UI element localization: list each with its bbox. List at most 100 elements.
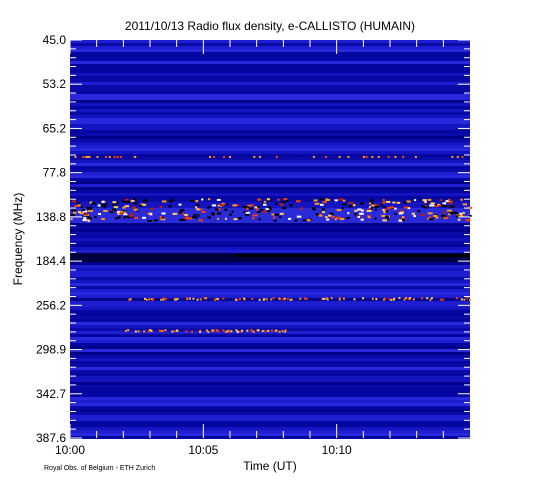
emission-dot-band-138	[262, 210, 267, 213]
emission-dot-band-138	[117, 212, 122, 215]
emission-dot-band-138	[194, 206, 198, 209]
emission-dot-band-138	[430, 202, 435, 205]
y-tick-label: 342.7	[36, 387, 66, 401]
emission-dot-band-138	[257, 198, 261, 201]
emission-dot-256	[289, 298, 292, 301]
spectrogram-row	[70, 52, 470, 55]
spectrogram-row	[70, 181, 470, 184]
emission-dot-band-138	[195, 216, 198, 219]
emission-dot-band-138	[279, 212, 284, 215]
emission-dot-77	[85, 156, 88, 158]
emission-dot-band-138	[296, 215, 302, 218]
emission-dot-band-138	[220, 203, 225, 206]
spectrogram-row	[70, 64, 470, 67]
emission-dot-256	[222, 297, 225, 300]
emission-dot-band-138	[401, 216, 405, 219]
emission-dot-256	[283, 297, 286, 300]
emission-dot-band-138	[339, 218, 345, 221]
emission-dot-77	[275, 156, 278, 158]
x-axis: 10:00 10:05 10:10	[55, 40, 444, 457]
emission-dot-band-138	[181, 218, 186, 221]
emission-dot-77	[324, 156, 327, 158]
emission-dot-band-138	[448, 213, 452, 216]
emission-dot-band-138	[123, 216, 126, 219]
spectrogram-row	[70, 214, 470, 217]
emission-dot-256	[338, 297, 341, 300]
emission-dot-band-138	[382, 201, 386, 204]
emission-dot-band-138	[216, 198, 221, 201]
emission-dot-77	[119, 156, 122, 158]
spectrogram-row	[70, 250, 470, 253]
spectrogram-row	[70, 100, 470, 103]
emission-dot-band-138	[366, 209, 372, 212]
emission-dot-band-138	[70, 218, 73, 221]
emission-dot-band-138	[190, 200, 195, 203]
emission-dot-77	[338, 156, 341, 158]
emission-dot-band-138	[388, 215, 391, 218]
emission-dot-280	[185, 330, 188, 333]
emission-dot-band-138	[322, 201, 328, 204]
spectrogram-row	[70, 46, 470, 49]
emission-dot-77	[258, 156, 261, 158]
emission-dot-band-138	[374, 205, 379, 208]
emission-dot-band-138	[195, 200, 199, 203]
emission-dot-280	[278, 330, 281, 333]
emission-dot-280	[217, 330, 220, 333]
emission-dot-band-138	[403, 201, 407, 204]
emission-dot-band-138	[147, 219, 152, 222]
emission-dot-band-138	[159, 205, 163, 208]
emission-dot-band-138	[255, 208, 259, 211]
emission-dot-band-138	[354, 209, 358, 212]
emission-dot-77	[104, 156, 107, 158]
emission-dot-band-138	[271, 213, 275, 216]
spectrogram-row	[70, 157, 470, 160]
spectrogram-row	[70, 298, 470, 301]
emission-dot-band-138	[371, 204, 377, 207]
emission-dot-band-138	[407, 207, 411, 210]
emission-dot-band-138	[233, 218, 238, 221]
spectrogram-row	[70, 73, 470, 76]
emission-dot-256	[429, 298, 432, 301]
emission-dot-band-138	[88, 209, 93, 212]
spectrogram-row	[70, 364, 470, 367]
emission-dot-band-138	[133, 208, 138, 211]
spectrogram-row	[70, 271, 470, 274]
emission-dot-77	[96, 156, 99, 158]
emission-dot-band-138	[259, 208, 264, 211]
spectrogram-row	[70, 346, 470, 349]
spectrogram-row	[70, 274, 470, 277]
emission-dot-band-138	[221, 202, 225, 205]
emission-dot-band-138	[211, 204, 217, 207]
emission-dot-256	[213, 298, 216, 301]
emission-dot-280	[224, 330, 227, 333]
emission-dot-256	[321, 297, 324, 300]
spectrogram-row	[70, 136, 470, 139]
emission-dot-band-138	[267, 210, 271, 213]
emission-dot-band-138	[225, 203, 229, 206]
emission-dot-band-138	[398, 212, 403, 215]
emission-dot-256	[412, 298, 415, 301]
emission-dot-band-138	[94, 216, 97, 219]
emission-dot-band-138	[229, 213, 232, 216]
spectrogram-row	[70, 337, 470, 340]
spectrogram-row	[70, 424, 470, 427]
emission-dot-band-138	[435, 203, 438, 206]
spectrogram-row	[70, 394, 470, 397]
emission-dot-77	[134, 156, 137, 158]
emission-dot-256	[175, 298, 178, 301]
emission-dot-band-138	[381, 201, 384, 204]
spectrogram-row	[70, 304, 470, 307]
emission-dot-band-138	[98, 213, 102, 216]
emission-dot-band-138	[256, 211, 261, 214]
spectrogram-row	[70, 178, 470, 181]
spectrogram-row	[70, 196, 470, 199]
emission-dot-band-138	[383, 208, 387, 211]
emission-dot-280	[125, 329, 128, 332]
emission-dot-band-138	[460, 198, 463, 201]
emission-dot-band-138	[132, 202, 138, 205]
spectrogram-row	[70, 58, 470, 61]
emission-dot-256	[263, 298, 266, 301]
spectrogram-row	[70, 217, 470, 220]
emission-dot-band-138	[342, 199, 346, 202]
x-tick-label: 10:05	[188, 443, 218, 457]
